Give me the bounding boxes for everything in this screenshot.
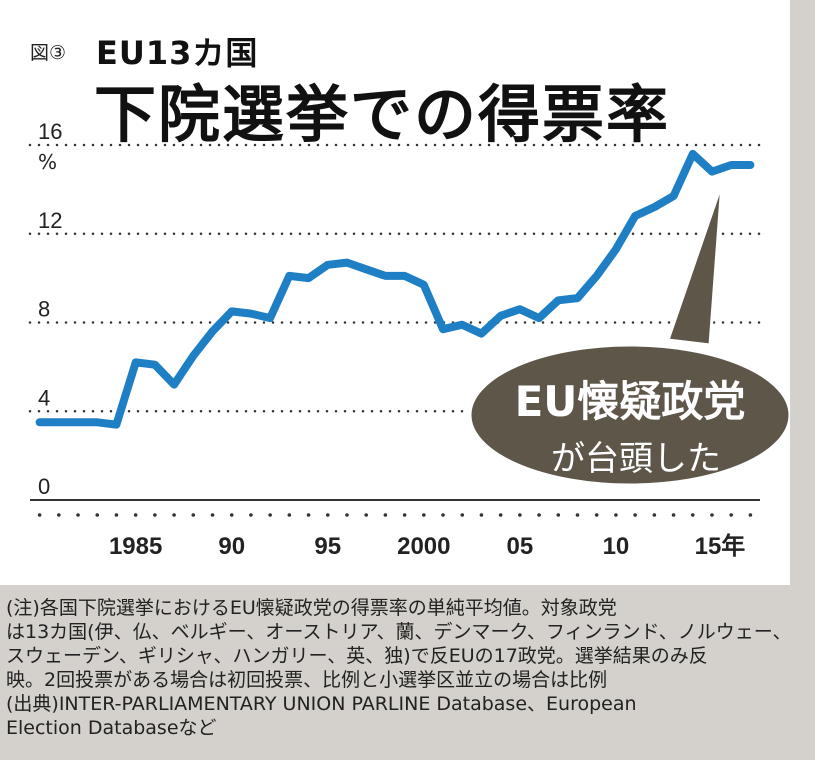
x-axis-dot [402, 513, 407, 517]
note-line: 映。2回投票がある場合は初回投票、比例と小選挙区並立の場合は比例 [6, 669, 608, 691]
footnotes: (注)各国下院選挙におけるEU懐疑政党の得票率の単純平均値。対象政党 は13カ国… [6, 596, 806, 740]
x-tick-label: 05 [507, 533, 534, 560]
x-axis-dot [594, 513, 599, 517]
y-tick-label: 8 [38, 297, 50, 322]
chart-subtitle: EU13カ国 [96, 34, 259, 72]
x-tick-label: 15年 [695, 532, 746, 560]
source-line: Election Databaseなど [6, 717, 217, 739]
x-axis-dot [422, 513, 426, 517]
x-axis-dot [287, 513, 292, 517]
x-axis-dot [153, 513, 157, 517]
note-line: (注)各国下院選挙におけるEU懐疑政党の得票率の単純平均値。対象政党 [6, 597, 617, 619]
x-axis-dot [537, 513, 541, 517]
x-tick-label: 10 [603, 533, 630, 560]
source-line: (出典)INTER-PARLIAMENTARY UNION PARLINE Da… [6, 693, 637, 715]
x-axis-dot [614, 513, 618, 517]
x-axis-dot [556, 513, 561, 517]
x-tick-label: 95 [314, 533, 341, 560]
callout-bubble [468, 343, 790, 487]
x-axis-dot [364, 513, 368, 517]
x-axis-dot [575, 513, 580, 517]
x-axis-dot [748, 513, 753, 517]
x-axis-dot [710, 513, 714, 517]
x-axis-dot [133, 513, 138, 517]
figure-number: 図③ [30, 42, 67, 64]
x-axis-dot [249, 513, 253, 517]
callout-pointer [665, 182, 724, 347]
note-line: スウェーデン、ギリシャ、ハンガリー、英、独)で反EUの17政党。選挙結果のみ反 [6, 645, 708, 667]
x-tick-labels: 1985 90 95 2000 05 10 15年 [109, 532, 745, 560]
y-tick-labels: 0 4 8 12 16 [38, 119, 62, 499]
chart-panel [0, 0, 790, 585]
y-tick-label: 4 [38, 385, 50, 410]
x-axis-dot [383, 513, 388, 517]
x-axis-dot [325, 513, 330, 517]
x-axis-dot [114, 513, 119, 517]
x-axis-dot [633, 513, 637, 517]
x-axis-dot [229, 513, 234, 517]
y-tick-label: 0 [38, 474, 50, 499]
x-axis-dot [37, 513, 42, 517]
x-axis-dot [690, 513, 695, 517]
x-axis-dot [460, 513, 465, 517]
chart-title: 下院選挙での得票率 [94, 78, 671, 151]
y-axis-unit: % [38, 150, 58, 174]
x-axis-dot [729, 513, 733, 517]
x-axis-dot [95, 513, 100, 517]
callout-line1: EU懐疑政党 [515, 377, 746, 426]
x-axis-dot [210, 513, 215, 517]
x-axis-dot [498, 513, 503, 517]
x-axis-dot [76, 513, 80, 517]
x-axis-dot [518, 513, 522, 517]
x-axis-dot [345, 513, 349, 517]
x-axis-dot [191, 513, 196, 517]
x-axis-dots [37, 513, 753, 517]
x-axis-dot [268, 513, 272, 517]
x-axis-dot [441, 513, 445, 517]
x-axis-dot [172, 513, 176, 517]
y-tick-label: 12 [38, 208, 62, 233]
x-tick-label: 2000 [397, 533, 450, 560]
x-axis-dot [652, 513, 657, 517]
x-axis-dot [306, 513, 311, 517]
callout-line2: が台頭した [551, 439, 721, 479]
x-tick-label: 1985 [109, 533, 162, 560]
y-tick-label: 16 [38, 119, 62, 144]
x-axis-dot [671, 513, 676, 517]
x-axis-dot [57, 513, 61, 517]
x-axis-dot [479, 513, 484, 517]
x-tick-label: 90 [218, 533, 245, 560]
line-chart: 0 4 8 12 16 1985 90 95 2000 05 10 15年 EU懐疑政党 が台頭した [28, 119, 790, 560]
note-line: は13カ国(伊、仏、ベルギー、オーストリア、蘭、デンマーク、フィンランド、ノルウ… [6, 621, 792, 643]
series-line [35, 149, 755, 429]
